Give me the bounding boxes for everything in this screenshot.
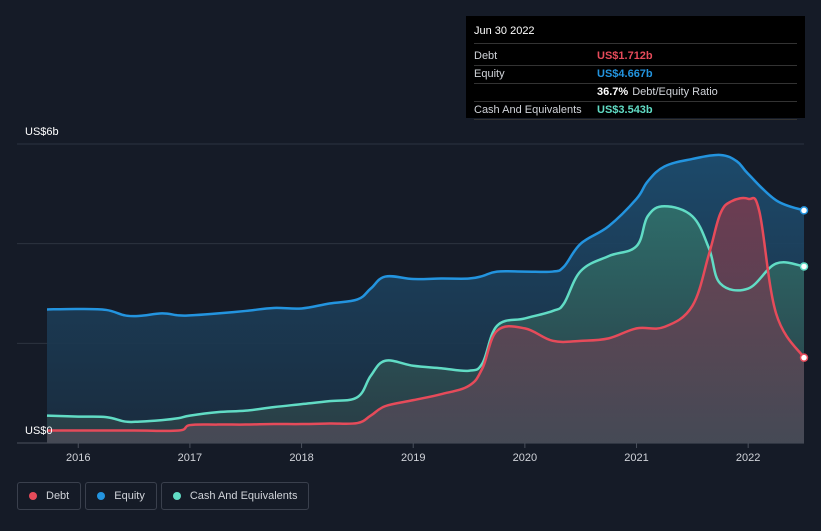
legend-label-debt: Debt xyxy=(46,490,70,502)
tooltip-debt-value: US$1.712b xyxy=(597,50,653,62)
y-axis-label-top: US$6b xyxy=(25,126,59,138)
tooltip-row-cash: Cash And Equivalents US$3.543b xyxy=(474,102,797,120)
area-layer xyxy=(47,154,804,443)
tooltip-date: Jun 30 2022 xyxy=(474,24,797,44)
legend-item-cash[interactable]: Cash And Equivalents xyxy=(160,482,310,510)
tooltip-ratio-value: 36.7% xyxy=(597,86,629,98)
x-tick-label-2018: 2018 xyxy=(289,452,313,464)
x-tick-label-2016: 2016 xyxy=(66,452,90,464)
tooltip-ratio-group: 36.7% Debt/Equity Ratio xyxy=(597,84,718,101)
legend: Debt Equity Cash And Equivalents xyxy=(17,482,310,510)
end-marker-debt xyxy=(799,353,809,362)
x-tick-label-2019: 2019 xyxy=(401,452,425,464)
line-equity xyxy=(46,153,805,318)
tooltip-row-ratio: 36.7% Debt/Equity Ratio xyxy=(474,84,797,102)
y-axis-label-bottom: US$0 xyxy=(25,425,53,437)
end-marker-equity xyxy=(799,206,809,215)
legend-label-equity: Equity xyxy=(114,490,145,502)
end-marker-cash-and-equivalents xyxy=(799,262,809,271)
x-tick-label-2021: 2021 xyxy=(624,452,648,464)
tooltip-row-equity: Equity US$4.667b xyxy=(474,66,797,84)
tooltip-equity-value: US$4.667b xyxy=(597,68,653,80)
area-debt xyxy=(47,197,804,443)
tooltip-ratio-suffix: Debt/Equity Ratio xyxy=(632,86,718,98)
tooltip-row-debt: Debt US$1.712b xyxy=(474,48,797,66)
legend-item-debt[interactable]: Debt xyxy=(17,482,82,510)
x-tick-label-2017: 2017 xyxy=(178,452,202,464)
legend-label-cash: Cash And Equivalents xyxy=(189,490,298,502)
x-tick-label-2022: 2022 xyxy=(736,452,760,464)
tooltip-panel: Jun 30 2022 Debt US$1.712b Equity US$4.6… xyxy=(466,16,805,120)
axis-layer: US$6b US$0 2016 2017 2018 2019 2020 2021 2022 xyxy=(25,126,760,464)
legend-dot-equity xyxy=(97,492,106,500)
line-layer xyxy=(46,153,806,433)
tooltip-equity-label: Equity xyxy=(474,68,505,80)
tooltip-cash-label: Cash And Equivalents xyxy=(474,104,582,116)
legend-dot-cash xyxy=(172,492,181,500)
legend-item-equity[interactable]: Equity xyxy=(85,482,157,510)
marker-layer xyxy=(799,206,809,362)
tooltip-debt-label: Debt xyxy=(474,50,498,62)
legend-dot-debt xyxy=(29,492,37,500)
x-tick-label-2020: 2020 xyxy=(513,452,537,464)
line-cash-and-equivalents xyxy=(46,205,805,424)
line-debt xyxy=(47,196,806,433)
tooltip-cash-value: US$3.543b xyxy=(597,104,653,116)
